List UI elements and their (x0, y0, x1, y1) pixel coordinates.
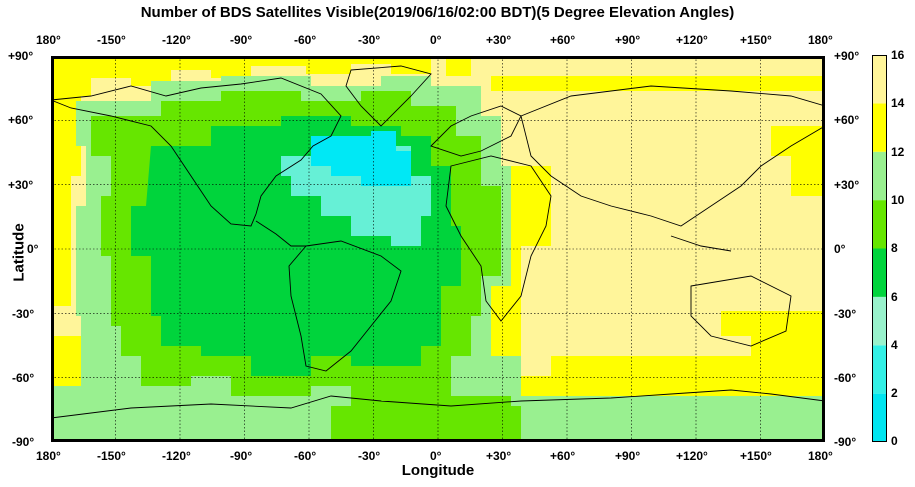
lat-tick-left: +60° (8, 113, 34, 127)
lat-tick-left: +90° (8, 49, 34, 63)
x-axis-label: Longitude (401, 462, 475, 479)
lon-tick-top: +30° (486, 33, 512, 47)
region-12-14 (721, 311, 825, 356)
region-12-14 (511, 356, 825, 396)
lon-tick-top: 180° (808, 33, 833, 47)
colorbar-frame (872, 55, 887, 442)
region-12-14 (771, 126, 825, 196)
region-8-10 (451, 396, 511, 416)
region-2-4 (311, 131, 411, 186)
colorbar-tick: 16 (891, 48, 905, 62)
lat-tick-right: -30° (834, 307, 857, 321)
map-canvas (51, 56, 825, 442)
colorbar-band (872, 248, 887, 297)
colorbar-tick: 10 (891, 193, 905, 207)
lat-tick-left: -60° (12, 371, 35, 385)
colorbar-band (872, 200, 887, 249)
lon-tick-bottom: -150° (97, 449, 126, 463)
lon-tick-top: -60° (294, 33, 317, 47)
colorbar-band (872, 55, 887, 104)
colorbar-tick: 0 (891, 434, 898, 448)
colorbar-tick: 6 (891, 290, 898, 304)
lon-tick-bottom: 180° (808, 449, 833, 463)
lon-tick-top: -120° (162, 33, 191, 47)
colorbar-band (872, 103, 887, 152)
colorbar-tick: 14 (891, 96, 905, 110)
lon-tick-top: 0° (430, 33, 442, 47)
lon-tick-bottom: 0° (430, 449, 442, 463)
lat-tick-right: +30° (834, 178, 860, 192)
lon-tick-bottom: -60° (294, 449, 317, 463)
map-frame (51, 56, 825, 442)
lon-tick-bottom: +150° (740, 449, 772, 463)
lon-tick-bottom: -90° (230, 449, 253, 463)
lat-tick-right: -90° (834, 435, 857, 449)
colorbar-band (872, 345, 887, 394)
lon-tick-bottom: -30° (358, 449, 381, 463)
lat-tick-right: +90° (834, 49, 860, 63)
colorbar-tick: 2 (891, 386, 898, 400)
region-12-14 (491, 76, 825, 91)
colorbar-tick: 4 (891, 338, 898, 352)
colorbar-band (872, 393, 887, 442)
lon-tick-top: -30° (358, 33, 381, 47)
lat-tick-left: -30° (12, 307, 35, 321)
colorbar-bands (872, 55, 887, 442)
region-12-14 (51, 96, 81, 306)
lon-tick-bottom: +60° (550, 449, 576, 463)
lat-tick-left: +30° (8, 178, 34, 192)
lat-tick-right: -60° (834, 371, 857, 385)
lat-tick-left: -90° (12, 435, 35, 449)
lon-tick-top: -150° (97, 33, 126, 47)
colorbar-band (872, 151, 887, 201)
coastlines (51, 65, 825, 419)
map-title: Number of BDS Satellites Visible(2019/06… (140, 4, 735, 21)
lon-tick-bottom: +30° (486, 449, 512, 463)
lon-tick-bottom: +90° (615, 449, 641, 463)
colorbar-tick: 12 (891, 145, 905, 159)
visibility-map (51, 56, 825, 442)
lon-tick-top: +60° (550, 33, 576, 47)
lon-tick-top: +150° (740, 33, 772, 47)
colorbar-tick: 8 (891, 241, 898, 255)
graticule (51, 56, 825, 442)
lon-tick-bottom: -120° (162, 449, 191, 463)
lon-tick-top: -90° (230, 33, 253, 47)
lat-tick-right: +60° (834, 113, 860, 127)
lon-tick-top: +90° (615, 33, 641, 47)
lat-tick-right: 0° (834, 242, 846, 256)
lat-tick-left: 0° (27, 242, 39, 256)
lon-tick-bottom: 180° (36, 449, 61, 463)
lon-tick-top: +120° (676, 33, 708, 47)
lon-tick-top: 180° (36, 33, 61, 47)
lon-tick-bottom: +120° (676, 449, 708, 463)
colorbar-band (872, 296, 887, 346)
colorbar (872, 55, 887, 442)
y-axis-label: Latitude (10, 223, 28, 282)
